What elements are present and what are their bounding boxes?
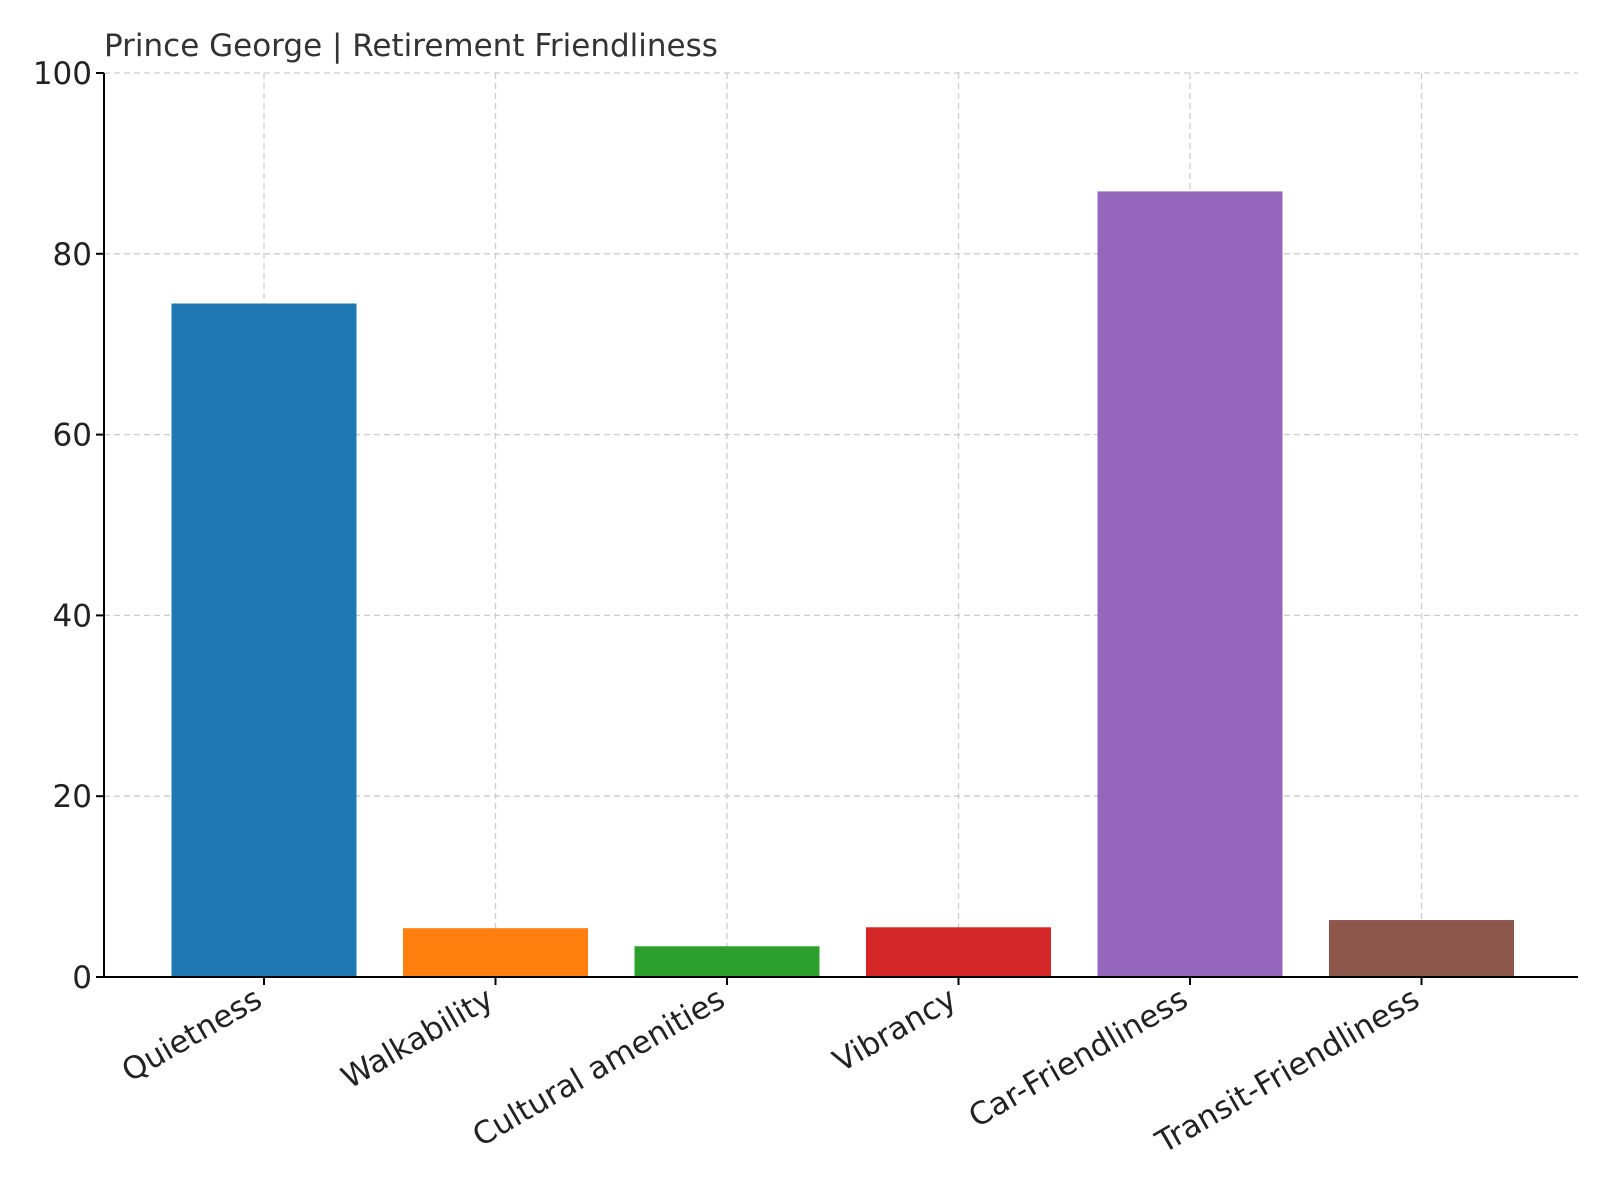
bar-walkability xyxy=(403,928,588,977)
y-tick-label: 80 xyxy=(53,237,92,273)
y-tick-label: 60 xyxy=(53,418,92,454)
x-tick-label: Car-Friendliness xyxy=(963,981,1194,1135)
bar-transit-friendliness xyxy=(1329,920,1514,977)
chart-title: Prince George | Retirement Friendliness xyxy=(104,28,718,64)
bars xyxy=(171,191,1514,977)
x-tick-label: Vibrancy xyxy=(827,981,962,1080)
x-tick-label: Quietness xyxy=(116,981,268,1090)
x-tick-label: Walkability xyxy=(335,981,499,1097)
bar-cultural-amenities xyxy=(634,946,820,977)
y-tick-label: 0 xyxy=(72,960,92,996)
axes xyxy=(103,73,1578,978)
y-tick-label: 40 xyxy=(53,598,92,634)
bar-car-friendliness xyxy=(1097,191,1283,977)
y-tick-labels: 0 20 40 60 80 100 xyxy=(33,56,104,996)
y-tick-label: 100 xyxy=(33,56,92,92)
bar-vibrancy xyxy=(866,927,1051,977)
bar-quietness xyxy=(171,303,357,977)
y-tick-label: 20 xyxy=(53,779,92,815)
x-tick-label: Cultural amenities xyxy=(467,981,731,1154)
